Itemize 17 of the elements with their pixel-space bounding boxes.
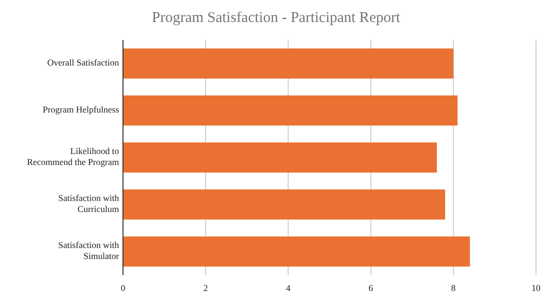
y-tick-label: Likelihood to Recommend the Program — [27, 146, 120, 168]
bar — [123, 189, 446, 220]
bar — [123, 142, 437, 173]
x-tick-label: 8 — [451, 283, 456, 293]
bar — [123, 95, 458, 126]
chart-title: Program Satisfaction - Participant Report — [152, 10, 401, 26]
y-tick-label: Satisfaction with Simulator — [58, 240, 120, 262]
y-tick-label: Overall Satisfaction — [47, 58, 120, 68]
y-tick-label: Satisfaction with Curriculum — [58, 193, 120, 214]
x-tick-label: 6 — [368, 283, 374, 293]
x-tick-label: 4 — [286, 283, 291, 293]
x-tick-label: 2 — [203, 283, 208, 293]
bar — [123, 236, 470, 267]
x-tick-label: 10 — [532, 283, 541, 293]
bar — [123, 48, 454, 79]
x-tick-label: 0 — [120, 283, 126, 293]
y-tick-label: Program Helpfulness — [42, 104, 120, 115]
